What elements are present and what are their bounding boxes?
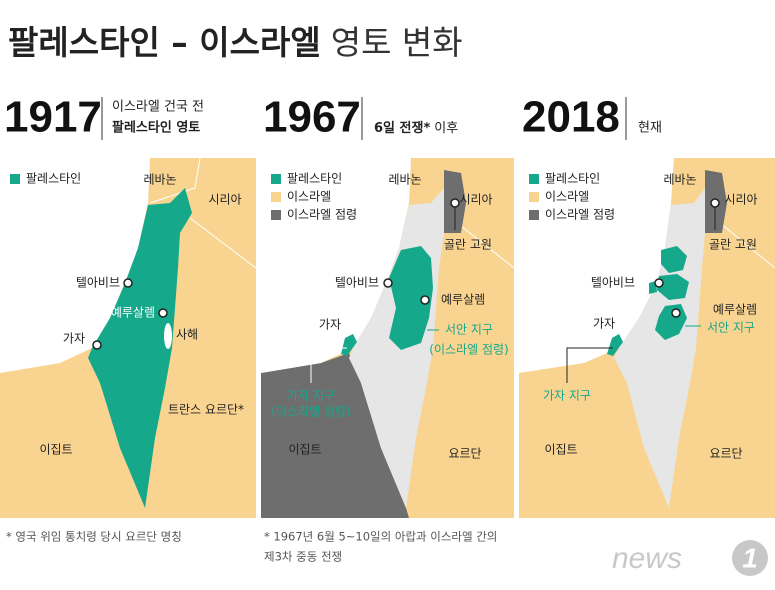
place-label: 레바논	[663, 173, 696, 187]
callout	[566, 347, 613, 383]
place-label: 레바논	[143, 173, 176, 187]
border	[713, 217, 775, 269]
occupied-sinai	[261, 353, 409, 518]
place-label: 시리아	[459, 193, 492, 207]
city	[92, 340, 102, 350]
caption: 팔레스타인 영토	[112, 120, 200, 136]
title-regular: 영토 변화	[331, 23, 463, 62]
city	[710, 198, 720, 208]
legend-label: 팔레스타인	[26, 172, 81, 186]
legend-swatch	[271, 210, 281, 220]
caption: 6일 전쟁* 이후	[374, 120, 458, 136]
legend-label: 이스라엘	[287, 190, 331, 204]
legend-label: 팔레스타인	[287, 172, 342, 186]
legend: 팔레스타인 이스라엘 이스라엘 점령	[529, 172, 615, 222]
legend-swatch	[529, 210, 539, 220]
west-bank-area	[657, 274, 689, 300]
gaza	[607, 334, 623, 356]
legend-swatch	[271, 174, 281, 184]
place-label: 예루살렘	[111, 306, 155, 320]
palestine	[88, 188, 192, 508]
place-label: 서안 지구	[707, 321, 755, 335]
place-label: 가자	[63, 332, 85, 346]
legend: 팔레스타인 이스라엘 이스라엘 점령	[271, 172, 357, 222]
border	[149, 158, 201, 204]
place-label: 시리아	[724, 193, 757, 207]
legend-swatch	[529, 174, 539, 184]
place-label: 텔아비브	[591, 276, 635, 290]
map-panel: 팔레스타인 이스라엘 이스라엘 점령 레바논 시리아 골란 고원 텔아비브 예루…	[519, 158, 775, 518]
legend-label: 이스라엘	[545, 190, 589, 204]
place-label: 텔아비브	[335, 276, 379, 290]
logo-text: 1	[742, 542, 758, 573]
west-bank	[389, 246, 433, 350]
city	[450, 198, 460, 208]
city	[123, 278, 133, 288]
caption: 이스라엘 건국 전	[112, 100, 204, 115]
place-label: (이스라엘 점령)	[429, 343, 508, 357]
place-label: 예루살렘	[713, 303, 757, 317]
place-label: 요르단	[709, 447, 742, 461]
footnote: 제3차 중동 전쟁	[264, 550, 342, 564]
place-label: 트란스 요르단*	[168, 403, 244, 417]
caption-bold: 6일 전쟁*	[374, 120, 430, 136]
place-label: 가자	[593, 317, 615, 331]
legend-swatch	[271, 192, 281, 202]
place-label: 레바논	[388, 173, 421, 187]
logo: news 1	[612, 540, 768, 576]
caption-regular: 이후	[434, 121, 458, 136]
city	[158, 308, 168, 318]
border	[189, 217, 256, 269]
title: 팔레스타인 – 이스라엘 영토 변화	[8, 23, 463, 62]
sea	[261, 158, 411, 373]
sea	[0, 158, 150, 373]
place-label: 예루살렘	[441, 293, 485, 307]
map-panel: 팔레스타인 레바논 시리아 텔아비브 예루살렘 가자 사해 트란스 요르단* 이…	[0, 158, 256, 518]
year: 1917	[4, 93, 102, 142]
legend-swatch	[10, 174, 20, 184]
map-panel: 팔레스타인 이스라엘 이스라엘 점령 레바논 시리아 골란 고원 텔아비브 예루…	[261, 158, 514, 518]
gaza	[341, 334, 357, 356]
logo-text: news	[612, 542, 682, 575]
place-label: 골란 고원	[444, 238, 492, 252]
place-label: 시리아	[208, 193, 241, 207]
place-label: 가자	[319, 318, 341, 332]
legend-label: 팔레스타인	[545, 172, 600, 186]
legend-swatch	[529, 192, 539, 202]
place-label: 가자 지구	[543, 389, 591, 403]
callout	[310, 347, 347, 383]
year: 1967	[263, 93, 361, 142]
place-label: 텔아비브	[76, 276, 120, 290]
footnote: * 영국 위임 통치령 당시 요르단 명칭	[6, 530, 182, 544]
place-label: 가자 지구	[287, 389, 335, 403]
caption: 현재	[638, 121, 662, 136]
footnote: * 1967년 6월 5~10일의 아랍과 이스라엘 간의	[264, 530, 497, 544]
dead-sea	[164, 323, 172, 349]
place-label: 이집트	[288, 443, 321, 457]
city	[383, 278, 393, 288]
city	[420, 295, 430, 305]
sea	[519, 158, 674, 373]
title-bold: 팔레스타인 – 이스라엘	[8, 23, 321, 62]
place-label: 이집트	[544, 443, 577, 457]
west-bank-area	[661, 246, 687, 273]
place-label: 이집트	[39, 443, 72, 457]
place-label: (이스라엘 점령)	[271, 405, 350, 419]
city	[654, 278, 664, 288]
logo-badge	[732, 540, 768, 576]
year: 2018	[522, 93, 620, 142]
place-label: 서안 지구	[445, 323, 493, 337]
legend-label: 이스라엘 점령	[287, 208, 357, 222]
legend-label: 이스라엘 점령	[545, 208, 615, 222]
place-label: 요르단	[448, 447, 481, 461]
city	[671, 308, 681, 318]
place-label: 골란 고원	[709, 238, 757, 252]
place-label: 사해	[176, 328, 198, 342]
